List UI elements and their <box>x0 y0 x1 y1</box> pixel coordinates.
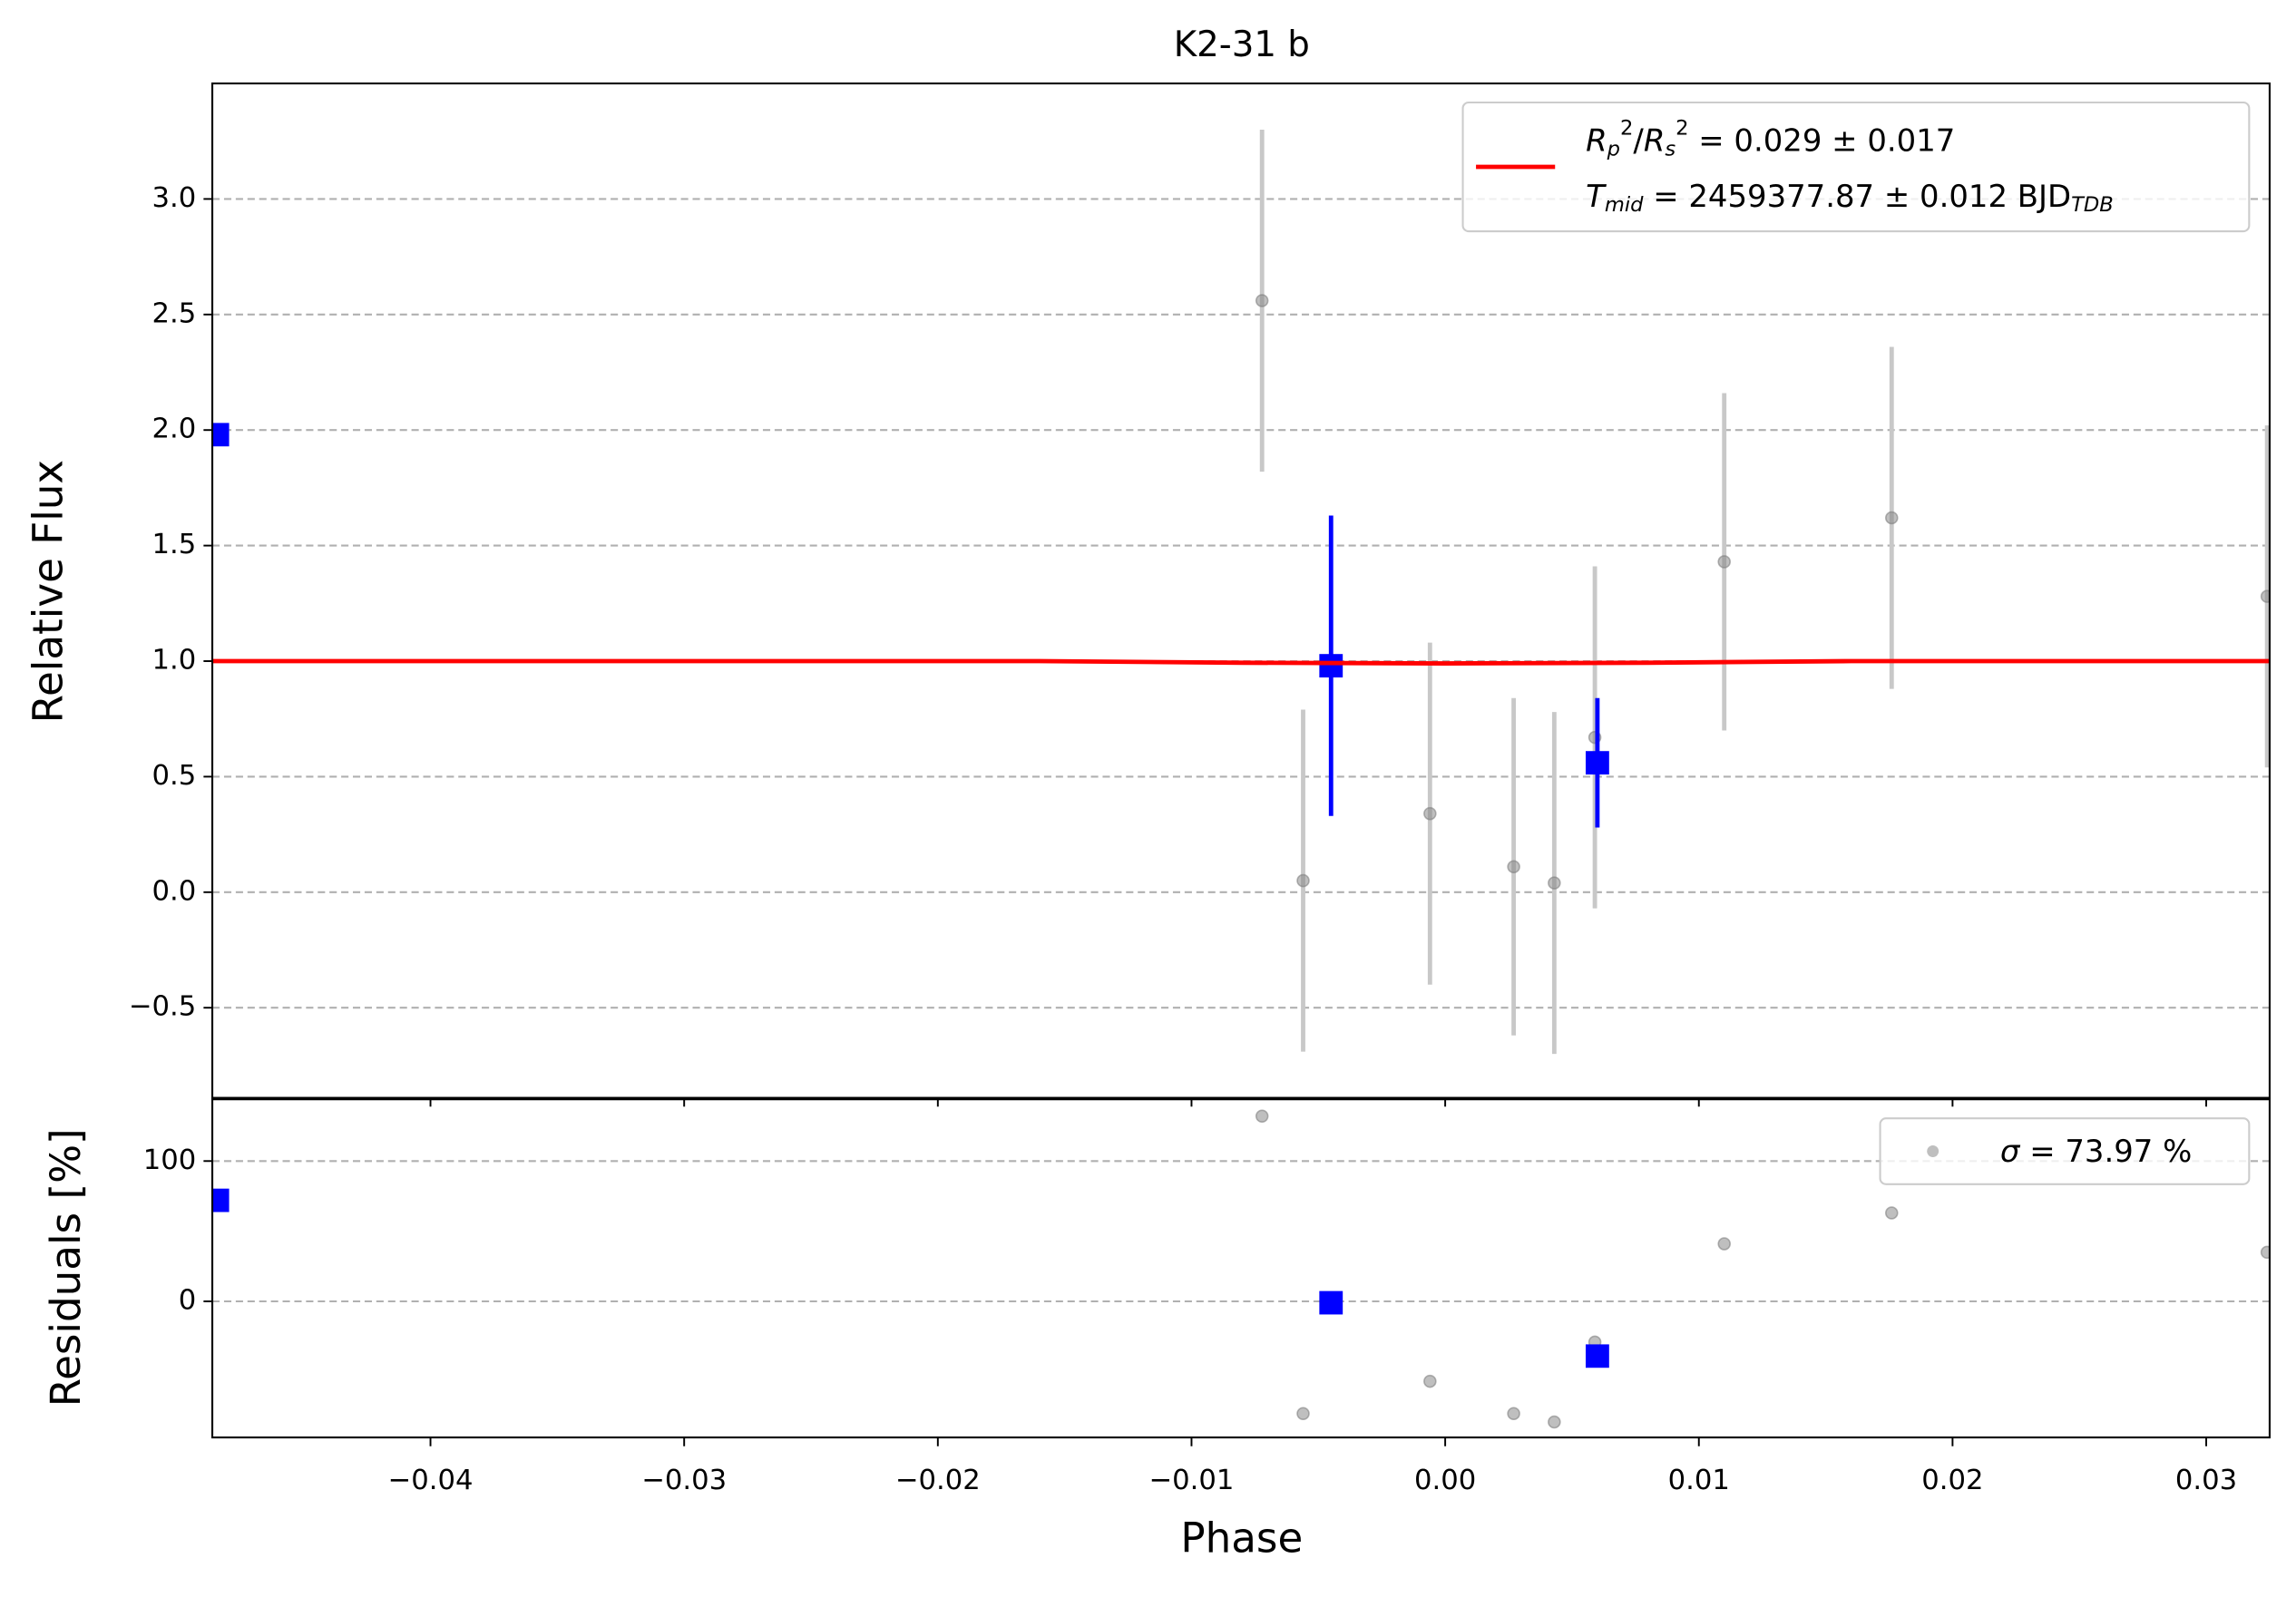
legend-text-part: = 2459377.87 ± 0.012 BJD <box>1643 178 2071 213</box>
y-tick-label: 0 <box>179 1284 197 1316</box>
legend-text-part: mid <box>1605 192 1644 216</box>
model-line <box>212 658 2270 666</box>
data-point <box>1548 1415 1561 1429</box>
axes-frame <box>211 1098 2271 1439</box>
binned-point <box>1585 751 1609 775</box>
binned-point <box>212 423 230 447</box>
legend-label: Rp2/Rs2 = 0.029 ± 0.017 <box>1586 117 1955 161</box>
y-tick-label: 1.5 <box>152 529 197 560</box>
plot-area <box>212 1109 2270 1429</box>
y-tick-label: 1.0 <box>152 645 197 677</box>
data-point <box>1296 1407 1310 1421</box>
legend-label: Tmid = 2459377.87 ± 0.012 BJDTDB <box>1586 178 2114 216</box>
data-point <box>1423 806 1437 821</box>
data-point <box>1548 876 1561 890</box>
legend-text-part: p <box>1607 137 1620 161</box>
x-tick-label: −0.03 <box>641 1465 727 1496</box>
axes-frame <box>211 82 2271 1099</box>
legend-text-part: s <box>1665 137 1676 161</box>
binned-point <box>1319 654 1343 678</box>
legend-text-part: R <box>1586 122 1607 158</box>
data-point <box>1507 860 1520 874</box>
binned-point <box>1319 1290 1343 1315</box>
data-point <box>1255 294 1269 307</box>
binned-point <box>212 1188 230 1212</box>
legend-text-part: R <box>1644 122 1666 158</box>
x-tick-label: −0.01 <box>1148 1465 1234 1496</box>
data-point <box>2260 589 2270 603</box>
legend-box <box>1461 101 2251 233</box>
legend-text-part: / <box>1633 122 1644 158</box>
legend-swatch <box>1927 1145 1939 1157</box>
x-tick-label: −0.02 <box>895 1465 981 1496</box>
x-tick-label: −0.04 <box>388 1465 474 1496</box>
x-tick-label: 0.02 <box>1921 1465 1983 1496</box>
plot-area <box>212 129 2270 1055</box>
y-tick-label: −0.5 <box>129 991 196 1023</box>
data-point <box>1507 1407 1520 1421</box>
binned-point <box>1585 1344 1609 1368</box>
y-tick-label: 3.0 <box>152 182 197 214</box>
data-point <box>1885 511 1899 525</box>
x-tick-label: 0.03 <box>2175 1465 2237 1496</box>
y-axis-label: Residuals [%] <box>42 1128 90 1407</box>
legend-text-part: = 73.97 % <box>2019 1134 2192 1169</box>
data-point <box>1255 1109 1269 1124</box>
data-point <box>2260 1245 2270 1260</box>
y-axis-label: Relative Flux <box>24 460 72 724</box>
legend: σ = 73.97 % <box>1879 1117 2251 1185</box>
legend-box <box>1879 1117 2251 1185</box>
x-axis-label: Phase <box>1180 1514 1303 1563</box>
y-tick-label: 2.0 <box>152 414 197 445</box>
legend-text-part: TDB <box>2071 192 2114 216</box>
x-tick-label: 0.00 <box>1414 1465 1476 1496</box>
legend-text-part: 2 <box>1676 117 1688 141</box>
y-tick-label: 2.5 <box>152 297 197 329</box>
data-point <box>1296 873 1310 888</box>
data-point <box>1717 1237 1731 1251</box>
x-tick-label: 0.01 <box>1668 1465 1730 1496</box>
legend-label: σ = 73.97 % <box>2000 1134 2192 1169</box>
y-tick-label: 0.0 <box>152 875 197 907</box>
chart-title: K2-31 b <box>1174 24 1310 65</box>
y-tick-label: 100 <box>143 1144 197 1176</box>
data-point <box>1423 1374 1437 1388</box>
legend-text-part: T <box>1586 178 1607 213</box>
data-point <box>1885 1206 1899 1220</box>
legend-text-part: σ <box>2000 1134 2021 1169</box>
legend-text-part: 2 <box>1620 117 1633 141</box>
legend-text-part: = 0.029 ± 0.017 <box>1689 122 1956 158</box>
data-point <box>1717 555 1731 569</box>
y-tick-label: 0.5 <box>152 760 197 792</box>
